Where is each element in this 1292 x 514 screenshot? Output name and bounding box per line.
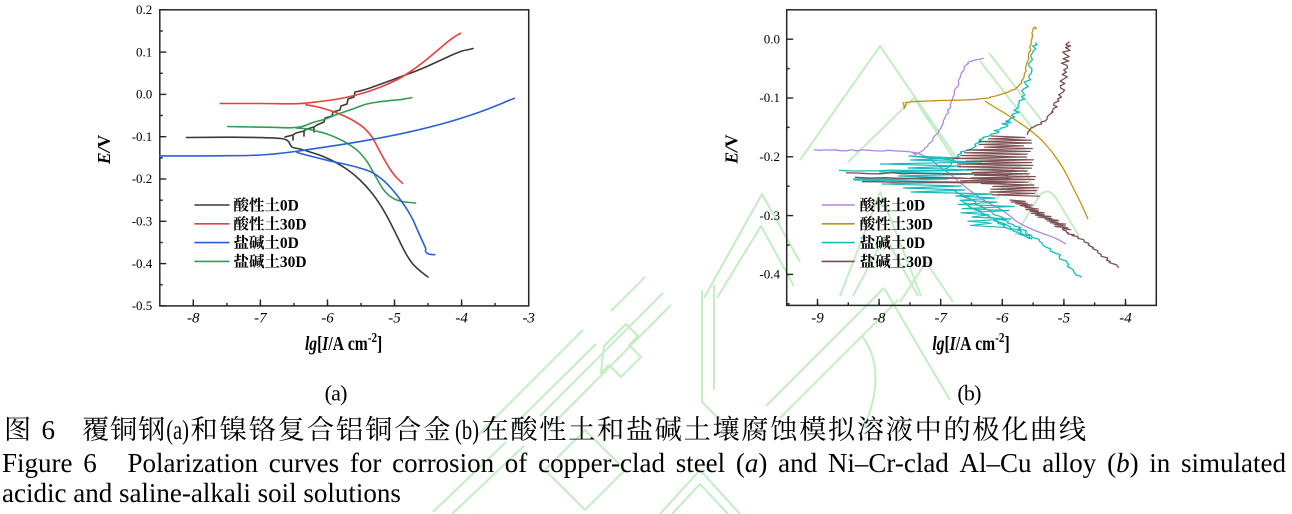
svg-text:-5: -5 bbox=[388, 311, 401, 327]
svg-text:0.2: 0.2 bbox=[136, 2, 152, 17]
svg-text:6: 6 bbox=[42, 415, 56, 445]
svg-text:Al–Cu: Al–Cu bbox=[960, 448, 1033, 478]
svg-text:0.1: 0.1 bbox=[136, 44, 152, 59]
svg-text:(a): (a) bbox=[325, 381, 347, 406]
svg-text:-7: -7 bbox=[934, 311, 948, 327]
svg-text:30D: 30D bbox=[906, 254, 933, 271]
svg-text:30D: 30D bbox=[280, 216, 307, 233]
svg-text:for: for bbox=[350, 448, 381, 478]
svg-text:0D: 0D bbox=[906, 235, 925, 252]
svg-text:Polarization: Polarization bbox=[128, 448, 259, 478]
svg-text:-9: -9 bbox=[811, 311, 824, 327]
svg-text:Ni–Cr-clad: Ni–Cr-clad bbox=[828, 448, 949, 478]
svg-text:(b): (b) bbox=[1107, 448, 1139, 478]
svg-text:corrosion: corrosion bbox=[392, 448, 494, 478]
svg-text:-0.4: -0.4 bbox=[759, 267, 780, 282]
svg-text:-3: -3 bbox=[522, 311, 535, 327]
svg-text:0D: 0D bbox=[280, 198, 299, 215]
svg-text:-0.4: -0.4 bbox=[132, 256, 153, 271]
svg-text:-0.3: -0.3 bbox=[132, 214, 153, 229]
svg-text:0D: 0D bbox=[280, 235, 299, 252]
svg-text:lg[I/A cm-2]: lg[I/A cm-2] bbox=[305, 330, 382, 355]
svg-text:acidic and saline-alkali soil: acidic and saline-alkali soil solutions bbox=[2, 478, 401, 508]
svg-text:steel: steel bbox=[676, 448, 725, 478]
svg-text:of: of bbox=[505, 448, 528, 478]
svg-text:-5: -5 bbox=[1058, 311, 1071, 327]
svg-text:(b): (b) bbox=[455, 415, 479, 445]
svg-text:and: and bbox=[778, 448, 817, 478]
svg-text:30D: 30D bbox=[906, 216, 933, 233]
svg-text:copper-clad: copper-clad bbox=[538, 448, 665, 478]
svg-text:-8: -8 bbox=[873, 311, 886, 327]
svg-text:simulated: simulated bbox=[1181, 448, 1286, 478]
svg-text:in: in bbox=[1149, 448, 1171, 478]
svg-text:0D: 0D bbox=[906, 198, 925, 215]
svg-text:E/V: E/V bbox=[94, 135, 114, 166]
svg-text:alloy: alloy bbox=[1042, 448, 1096, 478]
svg-text:-0.1: -0.1 bbox=[132, 129, 153, 144]
svg-text:6: 6 bbox=[83, 448, 97, 478]
svg-text:E/V: E/V bbox=[722, 134, 742, 165]
svg-text:-6: -6 bbox=[996, 311, 1009, 327]
svg-text:-0.2: -0.2 bbox=[132, 171, 153, 186]
svg-text:0.0: 0.0 bbox=[764, 31, 780, 46]
svg-text:-6: -6 bbox=[321, 311, 334, 327]
svg-text:0.0: 0.0 bbox=[136, 87, 152, 102]
svg-text:-0.3: -0.3 bbox=[759, 208, 780, 223]
svg-text:-7: -7 bbox=[254, 311, 268, 327]
svg-text:-0.5: -0.5 bbox=[132, 298, 153, 313]
svg-text:-0.2: -0.2 bbox=[759, 149, 780, 164]
svg-text:curves: curves bbox=[269, 448, 339, 478]
svg-text:-4: -4 bbox=[1119, 311, 1132, 327]
svg-text:(b): (b) bbox=[957, 381, 981, 406]
svg-text:(a): (a) bbox=[736, 448, 768, 478]
svg-text:(a): (a) bbox=[166, 415, 189, 445]
svg-text:Figure: Figure bbox=[2, 448, 73, 478]
svg-text:-0.1: -0.1 bbox=[759, 90, 780, 105]
svg-text:-4: -4 bbox=[455, 311, 468, 327]
svg-text:-8: -8 bbox=[187, 311, 200, 327]
svg-text:30D: 30D bbox=[280, 254, 307, 271]
